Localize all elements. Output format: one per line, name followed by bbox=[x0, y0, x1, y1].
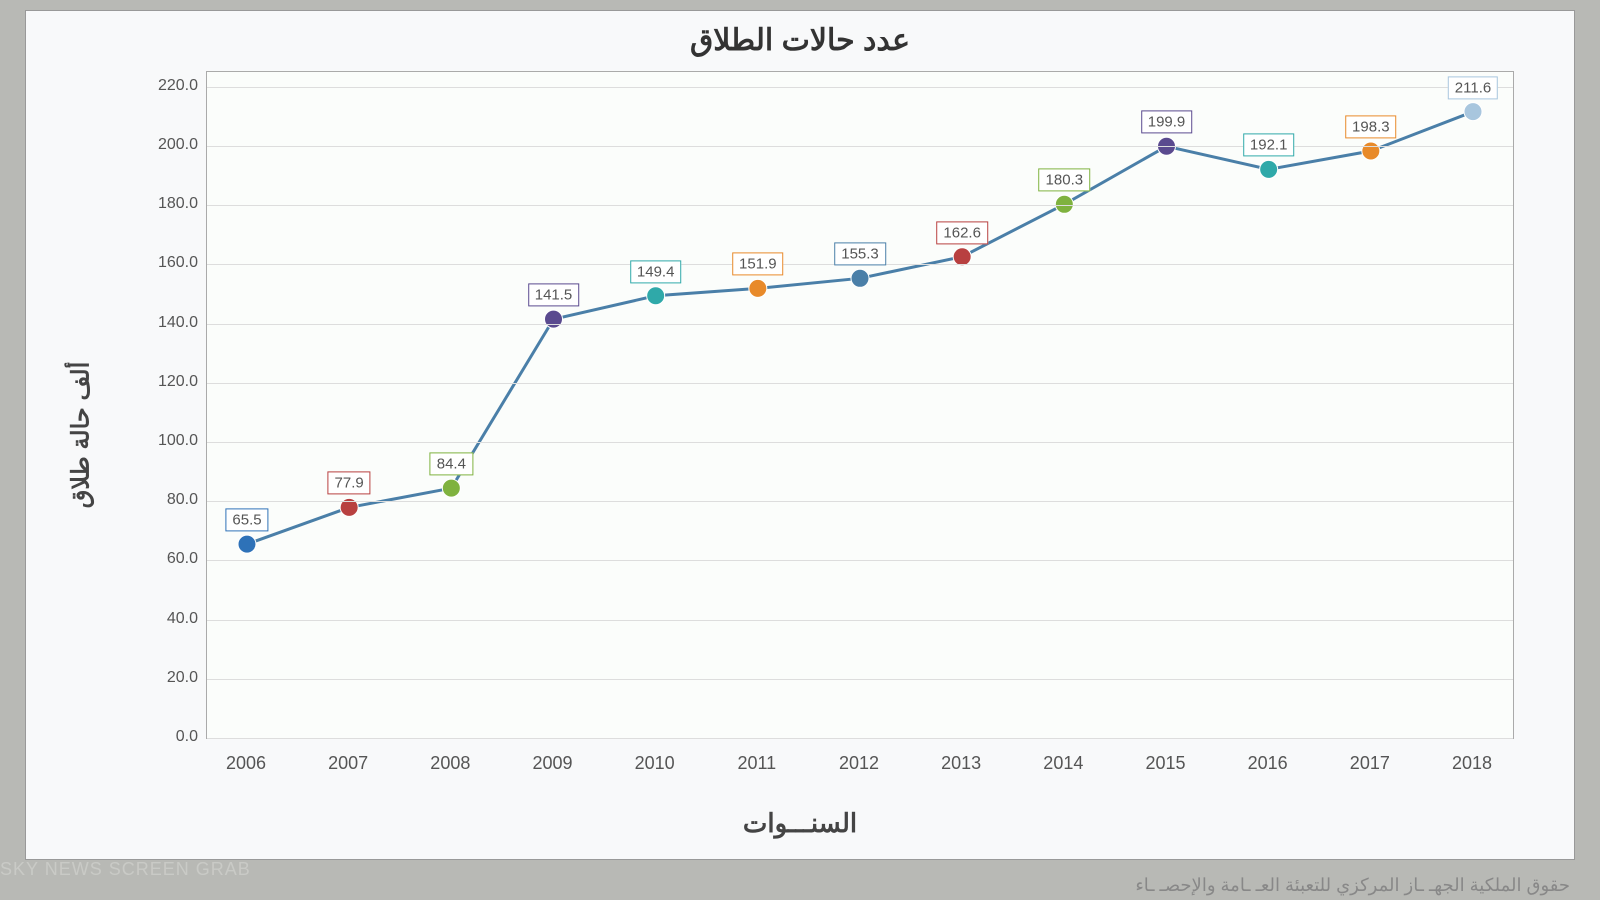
x-tick-label: 2017 bbox=[1350, 753, 1390, 774]
y-tick-label: 0.0 bbox=[176, 728, 198, 746]
data-label: 65.5 bbox=[225, 509, 268, 532]
data-point bbox=[1362, 142, 1380, 160]
chart-title: عدد حالات الطلاق bbox=[26, 11, 1574, 66]
x-tick-label: 2014 bbox=[1043, 753, 1083, 774]
data-label: 151.9 bbox=[732, 253, 784, 276]
data-label: 192.1 bbox=[1243, 134, 1295, 157]
grid-line bbox=[207, 205, 1513, 206]
data-point bbox=[851, 269, 869, 287]
data-point bbox=[442, 479, 460, 497]
x-tick-label: 2011 bbox=[737, 753, 776, 774]
y-axis-label: ألف حالة طلاق bbox=[67, 362, 96, 509]
y-tick-label: 20.0 bbox=[167, 669, 198, 687]
grid-line bbox=[207, 679, 1513, 680]
grid-line bbox=[207, 738, 1513, 739]
y-tick-label: 180.0 bbox=[158, 195, 198, 213]
x-tick-label: 2012 bbox=[839, 753, 879, 774]
y-tick-label: 100.0 bbox=[158, 432, 198, 450]
line-series bbox=[247, 112, 1473, 544]
y-tick-label: 140.0 bbox=[158, 314, 198, 332]
x-tick-label: 2016 bbox=[1248, 753, 1288, 774]
x-axis-label: السنـــوات bbox=[743, 808, 857, 839]
data-label: 198.3 bbox=[1345, 115, 1397, 138]
grid-line bbox=[207, 560, 1513, 561]
data-point bbox=[1464, 103, 1482, 121]
y-tick-label: 120.0 bbox=[158, 373, 198, 391]
y-axis: 0.020.040.060.080.0100.0120.0140.0160.01… bbox=[136, 71, 206, 739]
grid-line bbox=[207, 324, 1513, 325]
data-point bbox=[1260, 160, 1278, 178]
data-label: 141.5 bbox=[528, 284, 580, 307]
grid-line bbox=[207, 620, 1513, 621]
x-tick-label: 2007 bbox=[328, 753, 368, 774]
footer-text: حقوق الملكية الجهـ ـاز المركزي للتعبئة ا… bbox=[1135, 875, 1570, 896]
y-tick-label: 80.0 bbox=[167, 491, 198, 509]
x-tick-label: 2010 bbox=[635, 753, 675, 774]
x-tick-label: 2013 bbox=[941, 753, 981, 774]
x-tick-label: 2018 bbox=[1452, 753, 1492, 774]
watermark: SKY NEWS SCREEN GRAB bbox=[0, 859, 251, 880]
y-tick-label: 220.0 bbox=[158, 77, 198, 95]
y-tick-label: 60.0 bbox=[167, 550, 198, 568]
grid-line bbox=[207, 501, 1513, 502]
data-label: 199.9 bbox=[1141, 111, 1193, 134]
data-point bbox=[647, 287, 665, 305]
grid-line bbox=[207, 146, 1513, 147]
y-tick-label: 200.0 bbox=[158, 136, 198, 154]
data-label: 149.4 bbox=[630, 260, 682, 283]
x-tick-label: 2015 bbox=[1145, 753, 1185, 774]
y-tick-label: 160.0 bbox=[158, 254, 198, 272]
y-tick-label: 40.0 bbox=[167, 610, 198, 628]
grid-line bbox=[207, 383, 1513, 384]
data-label: 180.3 bbox=[1039, 169, 1091, 192]
plot-area: 65.5 77.9 84.4 141.5 149.4 151.9 155.3 162.6 180… bbox=[206, 71, 1514, 739]
chart-container: عدد حالات الطلاق ألف حالة طلاق 0.0 20.0 40… bbox=[25, 10, 1575, 860]
data-label: 155.3 bbox=[834, 243, 886, 266]
grid-line bbox=[207, 87, 1513, 88]
data-point bbox=[545, 310, 563, 328]
data-point bbox=[749, 279, 767, 297]
x-tick-label: 2008 bbox=[430, 753, 470, 774]
data-label: 84.4 bbox=[430, 453, 473, 476]
x-tick-label: 2009 bbox=[532, 753, 572, 774]
data-point bbox=[238, 535, 256, 553]
x-tick-label: 2006 bbox=[226, 753, 266, 774]
data-label: 162.6 bbox=[936, 221, 988, 244]
chart-svg bbox=[207, 72, 1513, 738]
data-point bbox=[953, 248, 971, 266]
plot-wrapper: 0.020.040.060.080.0100.0120.0140.0160.01… bbox=[136, 71, 1534, 739]
grid-line bbox=[207, 442, 1513, 443]
data-label: 77.9 bbox=[328, 472, 371, 495]
x-axis: 2006 2007 2008 2009 2010 2011 2012 2013 2014 2015… bbox=[206, 749, 1514, 799]
data-label: 211.6 bbox=[1448, 76, 1498, 99]
